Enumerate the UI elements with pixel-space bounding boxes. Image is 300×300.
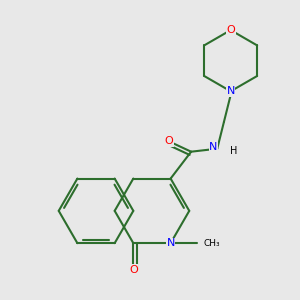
Text: CH₃: CH₃	[203, 239, 220, 248]
Text: N: N	[167, 238, 175, 248]
Text: O: O	[164, 136, 173, 146]
Text: O: O	[226, 25, 235, 35]
Text: N: N	[209, 142, 218, 152]
Text: O: O	[129, 265, 138, 275]
Text: H: H	[230, 146, 238, 156]
Text: N: N	[226, 86, 235, 96]
